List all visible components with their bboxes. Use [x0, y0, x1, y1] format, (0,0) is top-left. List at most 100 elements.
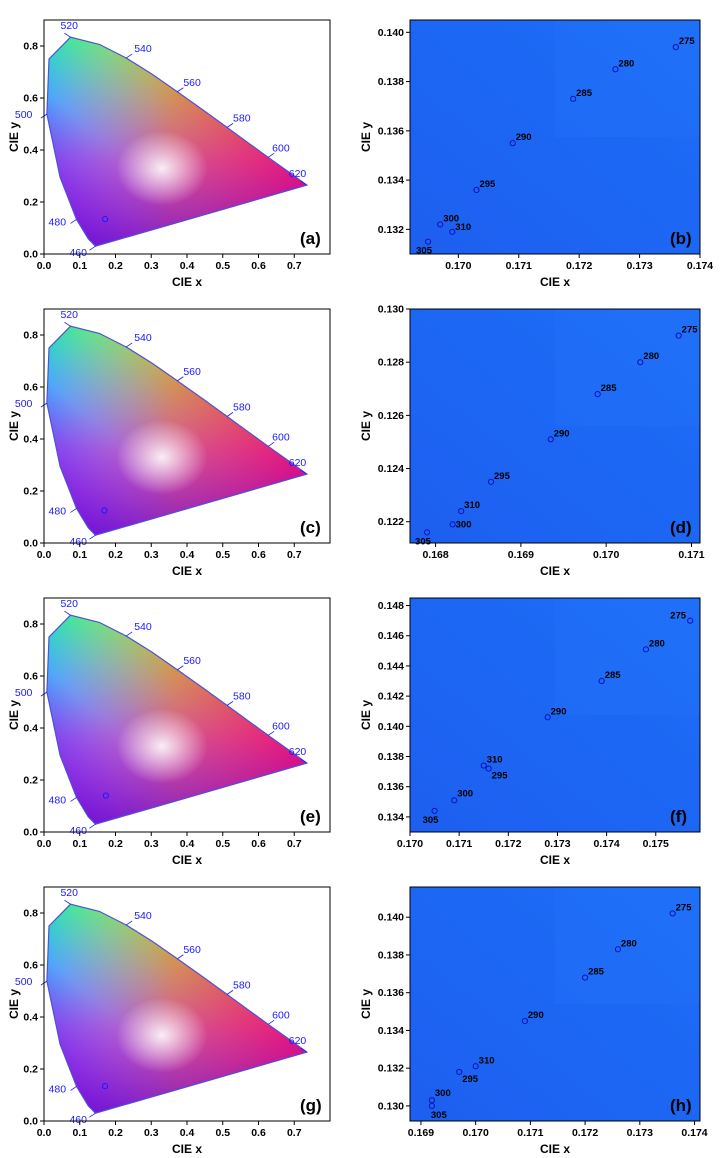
- x-tick-label: 0.172: [495, 838, 521, 850]
- point-label: 310: [479, 1055, 495, 1066]
- point-label: 290: [528, 1010, 544, 1021]
- data-point: [687, 617, 694, 624]
- x-tick-label: 0.7: [287, 549, 302, 561]
- wavelength-tick: [226, 123, 234, 128]
- x-tick-label: 0.4: [180, 838, 195, 850]
- y-tick-label: 0.0: [23, 249, 38, 261]
- y-tick-label: 0.122: [378, 516, 404, 528]
- point-label: 295: [462, 1074, 479, 1085]
- point-label: 290: [554, 428, 570, 439]
- wavelength-label: 480: [49, 216, 67, 228]
- x-tick-label: 0.7: [287, 1127, 302, 1139]
- point-label: 310: [487, 755, 503, 766]
- point-label: 305: [423, 815, 440, 826]
- point-label: 290: [551, 706, 567, 717]
- y-tick-label: 0.136: [378, 781, 404, 793]
- wavelength-tick: [300, 758, 307, 764]
- chromaticity-fill: [46, 904, 307, 1114]
- point-label: 275: [679, 36, 696, 47]
- wavelength-label: 500: [15, 687, 33, 699]
- zoom-shade: [555, 309, 700, 426]
- y-tick-label: 0.4: [23, 723, 38, 735]
- wavelength-label: 580: [233, 979, 251, 991]
- wavelength-tick: [126, 53, 133, 59]
- spectral-locus: [46, 36, 309, 247]
- x-tick-label: 0.173: [627, 1127, 653, 1139]
- data-point: [101, 507, 108, 514]
- x-tick-label: 0.4: [180, 260, 195, 272]
- data-point: [672, 43, 679, 51]
- x-tick-label: 0.6: [251, 549, 266, 561]
- data-point: [425, 238, 432, 245]
- y-axis-label: CIE y: [359, 122, 373, 152]
- panel-label: (e): [300, 807, 321, 826]
- y-tick-label: 0.6: [23, 93, 38, 105]
- zoom-shade: [555, 20, 700, 137]
- data-point: [428, 1102, 435, 1110]
- y-tick-label: 0.138: [378, 949, 404, 961]
- wavelength-tick: [300, 1047, 307, 1053]
- x-tick-label: 0.5: [215, 838, 230, 850]
- x-tick-label: 0.0: [37, 260, 52, 272]
- point-label: 300: [435, 1088, 451, 1099]
- wavelength-label: 540: [134, 621, 152, 633]
- x-tick-label: 0.171: [517, 1127, 543, 1139]
- x-tick-label: 0.0: [37, 549, 52, 561]
- point-label: 280: [643, 351, 659, 362]
- wavelength-label: 540: [134, 43, 152, 55]
- zoom-background: [410, 309, 700, 543]
- spectral-locus: [46, 903, 309, 1114]
- wavelength-tick: [64, 610, 71, 616]
- x-tick-label: 0.5: [215, 260, 230, 272]
- y-tick-label: 0.144: [378, 660, 404, 672]
- point-label: 285: [605, 670, 622, 681]
- x-tick-label: 0.170: [445, 260, 471, 272]
- y-tick-label: 0.0: [23, 827, 38, 839]
- y-tick-label: 0.134: [378, 175, 404, 187]
- y-tick-label: 0.138: [378, 751, 404, 763]
- y-tick-label: 0.4: [23, 434, 38, 446]
- y-tick-label: 0.4: [23, 145, 38, 157]
- data-point: [431, 807, 438, 814]
- wavelength-tick: [89, 1112, 96, 1118]
- wavelength-tick: [300, 469, 307, 475]
- wavelength-label: 620: [289, 168, 307, 180]
- wavelength-label: 500: [15, 976, 33, 988]
- data-point: [456, 1068, 463, 1076]
- y-tick-label: 0.8: [23, 330, 38, 342]
- data-point: [472, 1063, 479, 1070]
- x-tick-label: 0.170: [593, 549, 619, 561]
- x-tick-label: 0.7: [287, 260, 302, 272]
- wavelength-label: 500: [15, 109, 33, 121]
- zoom-background: [410, 598, 700, 832]
- x-tick-label: 0.2: [108, 838, 123, 850]
- x-tick-label: 0.1: [72, 549, 87, 561]
- panel-label: (d): [670, 518, 692, 537]
- y-tick-label: 0.8: [23, 908, 38, 920]
- data-point: [480, 762, 487, 769]
- y-tick-label: 0.140: [378, 27, 404, 39]
- wavelength-label: 600: [272, 1009, 290, 1021]
- y-tick-label: 0.136: [378, 125, 404, 137]
- y-tick-label: 0.134: [378, 811, 404, 823]
- y-tick-label: 0.2: [23, 775, 38, 787]
- panel-label: (g): [300, 1096, 322, 1115]
- data-point: [570, 95, 577, 102]
- y-tick-label: 0.124: [378, 463, 404, 475]
- x-tick-label: 0.172: [572, 1127, 598, 1139]
- wavelength-label: 520: [60, 887, 78, 899]
- data-point: [509, 140, 516, 147]
- point-label: 275: [670, 611, 687, 622]
- x-tick-label: 0.6: [251, 838, 266, 850]
- x-tick-label: 0.6: [251, 260, 266, 272]
- zoom-shade: [555, 598, 700, 715]
- axis-frame: [409, 597, 701, 833]
- chart-panel-e: 460 480 500 520 540 560 580 600 620 0.0 0.1 0.2 0.3 0…: [7, 597, 331, 867]
- data-point: [458, 507, 465, 515]
- data-point: [449, 228, 456, 235]
- wavelength-tick: [64, 321, 71, 327]
- x-tick-label: 0.3: [144, 549, 159, 561]
- wavelength-tick: [267, 152, 275, 158]
- wavelength-label: 600: [272, 720, 290, 732]
